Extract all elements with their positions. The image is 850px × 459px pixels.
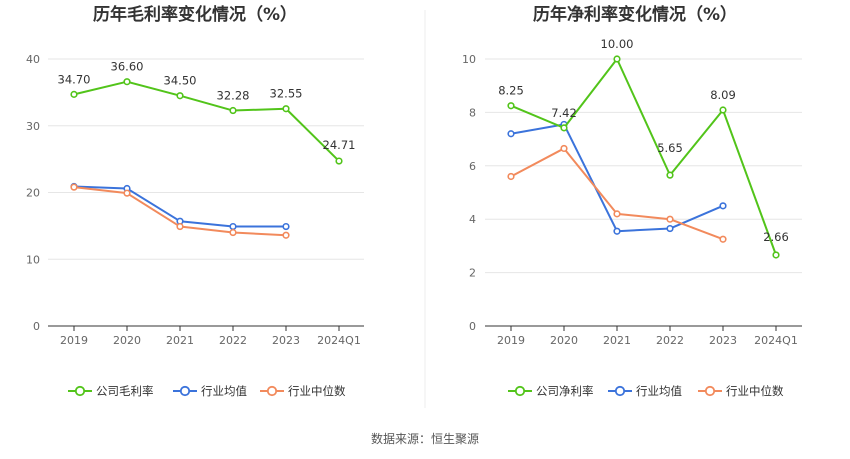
data-point <box>229 228 237 237</box>
legend-label[interactable]: 行业中位数 <box>288 384 346 398</box>
legend-swatch-marker[interactable] <box>266 385 278 397</box>
data-label: 2.66 <box>763 230 789 244</box>
gross-margin-chart: 历年毛利率变化情况（%） 0 10 20 30 40 2019 2020 2021 2022 20… <box>26 4 364 398</box>
data-label: 10.00 <box>601 37 634 51</box>
source-label: 数据来源：恒生聚源 <box>371 431 479 446</box>
data-point <box>719 106 727 114</box>
series-line <box>73 80 340 162</box>
series-line <box>510 147 724 241</box>
data-point <box>176 222 184 231</box>
x-tick-label: 2021 <box>603 334 631 347</box>
data-point <box>229 222 237 231</box>
x-tick-label: 2024Q1 <box>317 334 361 347</box>
data-point <box>560 124 568 132</box>
chart-title: 历年净利率变化情况（%） <box>533 4 737 25</box>
x-tick-label: 2019 <box>497 334 525 347</box>
data-label: 8.09 <box>710 88 736 102</box>
series-line <box>510 58 777 256</box>
x-tick-label: 2020 <box>113 334 141 347</box>
legend-swatch-marker[interactable] <box>74 385 86 397</box>
net-margin-chart: 历年净利率变化情况（%） 0 2 4 6 8 10 2019 2020 2021 2022 2023… <box>462 4 802 398</box>
data-point <box>613 227 621 235</box>
legend-label[interactable]: 行业中位数 <box>726 384 784 398</box>
data-point <box>507 130 515 138</box>
data-label: 24.71 <box>323 138 356 152</box>
y-tick-label: 6 <box>469 160 476 173</box>
x-tick-label: 2020 <box>550 334 578 347</box>
x-tick-label: 2019 <box>60 334 88 347</box>
data-point <box>335 157 343 165</box>
y-tick-label: 0 <box>469 320 476 333</box>
data-point <box>560 144 568 153</box>
legend-swatch-marker[interactable] <box>514 385 526 397</box>
data-point <box>613 55 621 63</box>
legend-swatch-marker[interactable] <box>179 385 191 397</box>
data-point <box>772 251 780 259</box>
x-tick-label: 2022 <box>656 334 684 347</box>
data-point <box>613 210 621 218</box>
legend-label[interactable]: 公司毛利率 <box>96 384 154 398</box>
data-point <box>719 202 727 210</box>
x-tick-label: 2021 <box>166 334 194 347</box>
data-point <box>507 102 515 110</box>
chart-title: 历年毛利率变化情况（%） <box>93 4 297 25</box>
data-label: 7.42 <box>551 106 577 120</box>
data-label: 34.70 <box>58 72 91 86</box>
x-tick-label: 2023 <box>709 334 737 347</box>
y-tick-label: 30 <box>26 120 40 133</box>
data-label: 8.25 <box>498 84 524 98</box>
y-tick-label: 4 <box>469 213 476 226</box>
data-point <box>70 90 78 98</box>
data-label: 32.55 <box>270 87 303 101</box>
y-tick-label: 0 <box>33 320 40 333</box>
data-point <box>282 105 290 113</box>
legend-label[interactable]: 行业均值 <box>201 384 247 398</box>
data-point <box>507 172 515 181</box>
data-point <box>282 222 290 231</box>
data-point <box>176 92 184 100</box>
x-tick-label: 2022 <box>219 334 247 347</box>
y-tick-label: 20 <box>26 187 40 200</box>
data-label: 5.65 <box>657 141 683 155</box>
data-point <box>282 231 290 239</box>
y-tick-label: 10 <box>462 53 476 66</box>
data-point <box>70 183 78 191</box>
data-point <box>123 189 131 197</box>
y-tick-label: 40 <box>26 53 40 66</box>
data-point <box>719 235 727 243</box>
legend-label[interactable]: 公司净利率 <box>536 384 594 398</box>
data-label: 36.60 <box>111 60 144 74</box>
y-tick-label: 10 <box>26 253 40 266</box>
data-point <box>666 171 674 179</box>
data-point <box>666 215 674 223</box>
data-point <box>123 78 131 86</box>
data-point <box>666 224 674 233</box>
y-tick-label: 2 <box>469 267 476 280</box>
data-label: 32.28 <box>217 89 250 103</box>
x-tick-label: 2023 <box>272 334 300 347</box>
legend-swatch-marker[interactable] <box>614 385 626 397</box>
x-tick-label: 2024Q1 <box>754 334 798 347</box>
y-tick-label: 8 <box>469 106 476 119</box>
legend-swatch-marker[interactable] <box>704 385 716 397</box>
legend-label[interactable]: 行业均值 <box>636 384 682 398</box>
data-point <box>229 106 237 115</box>
data-label: 34.50 <box>164 74 197 88</box>
